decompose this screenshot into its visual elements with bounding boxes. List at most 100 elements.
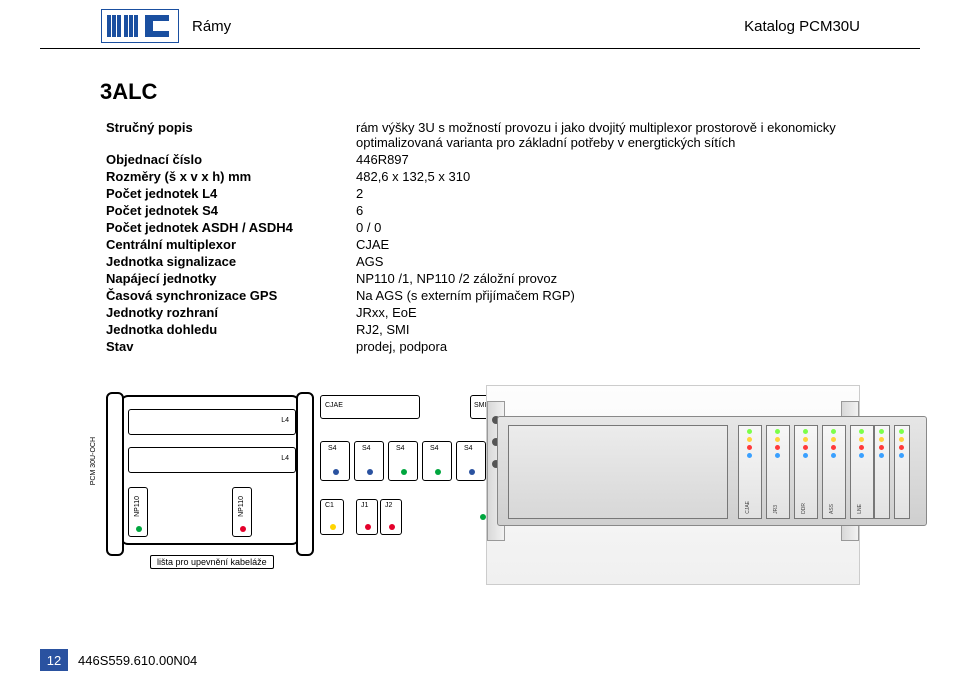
spec-label: Počet jednotek ASDH / ASDH4 xyxy=(100,219,350,236)
blade-led-icon xyxy=(803,437,808,442)
np110-label-1: NP110 xyxy=(134,496,141,517)
led-icon xyxy=(333,469,339,475)
spec-value: 6 xyxy=(350,202,860,219)
rack-blade: ASS xyxy=(822,425,846,519)
blade-label: ASS xyxy=(829,504,835,514)
blade-led-icon xyxy=(899,453,904,458)
j2-slot: J2 xyxy=(380,499,402,535)
cjae-slot: CJAE xyxy=(320,395,420,419)
blade-led-icon xyxy=(859,429,864,434)
spec-label: Napájecí jednotky xyxy=(100,270,350,287)
blade-led-icon xyxy=(747,429,752,434)
spec-row: Počet jednotek S46 xyxy=(100,202,860,219)
s4-slot: S4 xyxy=(422,441,452,481)
rack-body: CJAE JR3 DDR ASS LNE xyxy=(497,416,927,526)
diagram-photo-row: PCM 30U-OCH L4 L4 NP110 NP110 xyxy=(100,385,860,585)
rack-blade: JR3 xyxy=(766,425,790,519)
j1-slot: J1 xyxy=(356,499,378,535)
s4-slot: S4 xyxy=(388,441,418,481)
blade-led-icon xyxy=(899,429,904,434)
blade-led-icon xyxy=(831,429,836,434)
spec-value: JRxx, EoE xyxy=(350,304,860,321)
np110-slot-2: NP110 xyxy=(232,487,252,537)
s4-label: S4 xyxy=(328,445,337,452)
rack-blade xyxy=(874,425,890,519)
led-red-icon xyxy=(389,524,395,530)
chassis-side-label: PCM 30U-OCH xyxy=(90,437,97,485)
schematic-diagram: PCM 30U-OCH L4 L4 NP110 NP110 xyxy=(100,385,466,585)
spec-label: Jednotka dohledu xyxy=(100,321,350,338)
chassis-outline: PCM 30U-OCH L4 L4 NP110 NP110 xyxy=(120,395,300,545)
np110-label-2: NP110 xyxy=(238,496,245,517)
blade-led-icon xyxy=(879,453,884,458)
rack-blade: CJAE xyxy=(738,425,762,519)
spec-value: NP110 /1, NP110 /2 záložní provoz xyxy=(350,270,860,287)
spec-label: Časová synchronizace GPS xyxy=(100,287,350,304)
smi-label: SMI xyxy=(474,402,486,409)
spec-row: Napájecí jednotkyNP110 /1, NP110 /2 zálo… xyxy=(100,270,860,287)
spec-label: Objednací číslo xyxy=(100,151,350,168)
l4-label-mid: L4 xyxy=(281,455,289,462)
spec-label: Jednotka signalizace xyxy=(100,253,350,270)
led-red-icon xyxy=(365,524,371,530)
rack-blade: LNE xyxy=(850,425,874,519)
spec-row: Jednotka dohleduRJ2, SMI xyxy=(100,321,860,338)
led-icon xyxy=(367,469,373,475)
blade-led-icon xyxy=(747,453,752,458)
diagram-caption: lišta pro upevnění kabeláže xyxy=(150,555,274,569)
blade-led-icon xyxy=(879,429,884,434)
spec-value: RJ2, SMI xyxy=(350,321,860,338)
spec-label: Stručný popis xyxy=(100,119,350,151)
blade-led-icon xyxy=(859,453,864,458)
blade-led-icon xyxy=(899,445,904,450)
spec-row: Centrální multiplexorCJAE xyxy=(100,236,860,253)
s4-slot: S4 xyxy=(456,441,486,481)
j1-label: J1 xyxy=(361,502,368,509)
np110-slot-1: NP110 xyxy=(128,487,148,537)
spec-row: Jednotky rozhraníJRxx, EoE xyxy=(100,304,860,321)
blade-label: DDR xyxy=(801,503,807,514)
spec-label: Počet jednotek L4 xyxy=(100,185,350,202)
s4-label: S4 xyxy=(464,445,473,452)
led-green-icon xyxy=(136,526,142,532)
slot-row-top: L4 xyxy=(128,409,296,435)
cjae-label: CJAE xyxy=(325,402,343,409)
rack-blade xyxy=(894,425,910,519)
rack-blade: DDR xyxy=(794,425,818,519)
header-section-title: Rámy xyxy=(192,18,744,35)
model-code: 3ALC xyxy=(100,79,860,105)
blade-led-icon xyxy=(775,437,780,442)
content-area: 3ALC Stručný popisrám výšky 3U s možnost… xyxy=(0,49,960,595)
spec-row: Časová synchronizace GPSNa AGS (s extern… xyxy=(100,287,860,304)
spec-value: 2 xyxy=(350,185,860,202)
led-icon xyxy=(469,469,475,475)
spec-row: Objednací číslo446R897 xyxy=(100,151,860,168)
spec-value: 446R897 xyxy=(350,151,860,168)
blade-led-icon xyxy=(803,445,808,450)
blade-led-icon xyxy=(747,445,752,450)
spec-label: Jednotky rozhraní xyxy=(100,304,350,321)
document-number: 446S559.610.00N04 xyxy=(78,653,197,668)
led-icon xyxy=(401,469,407,475)
blade-led-icon xyxy=(831,437,836,442)
spec-label: Stav xyxy=(100,338,350,355)
s4-label: S4 xyxy=(396,445,405,452)
c1-label: C1 xyxy=(325,502,334,509)
spec-row: Počet jednotek ASDH / ASDH40 / 0 xyxy=(100,219,860,236)
j2-label: J2 xyxy=(385,502,392,509)
blade-led-icon xyxy=(803,453,808,458)
s4-slot: S4 xyxy=(354,441,384,481)
led-icon xyxy=(435,469,441,475)
led-red-icon xyxy=(240,526,246,532)
spec-value: 482,6 x 132,5 x 310 xyxy=(350,168,860,185)
spec-label: Rozměry (š x v x h) mm xyxy=(100,168,350,185)
s4-slot: S4 xyxy=(320,441,350,481)
blade-led-icon xyxy=(803,429,808,434)
slot-row-mid: L4 xyxy=(128,447,296,473)
blade-led-icon xyxy=(775,445,780,450)
blade-led-icon xyxy=(859,445,864,450)
blade-led-icon xyxy=(775,453,780,458)
blade-led-icon xyxy=(831,445,836,450)
blade-label: CJAE xyxy=(745,501,751,514)
page-header: Rámy Katalog PCM30U xyxy=(40,0,920,49)
